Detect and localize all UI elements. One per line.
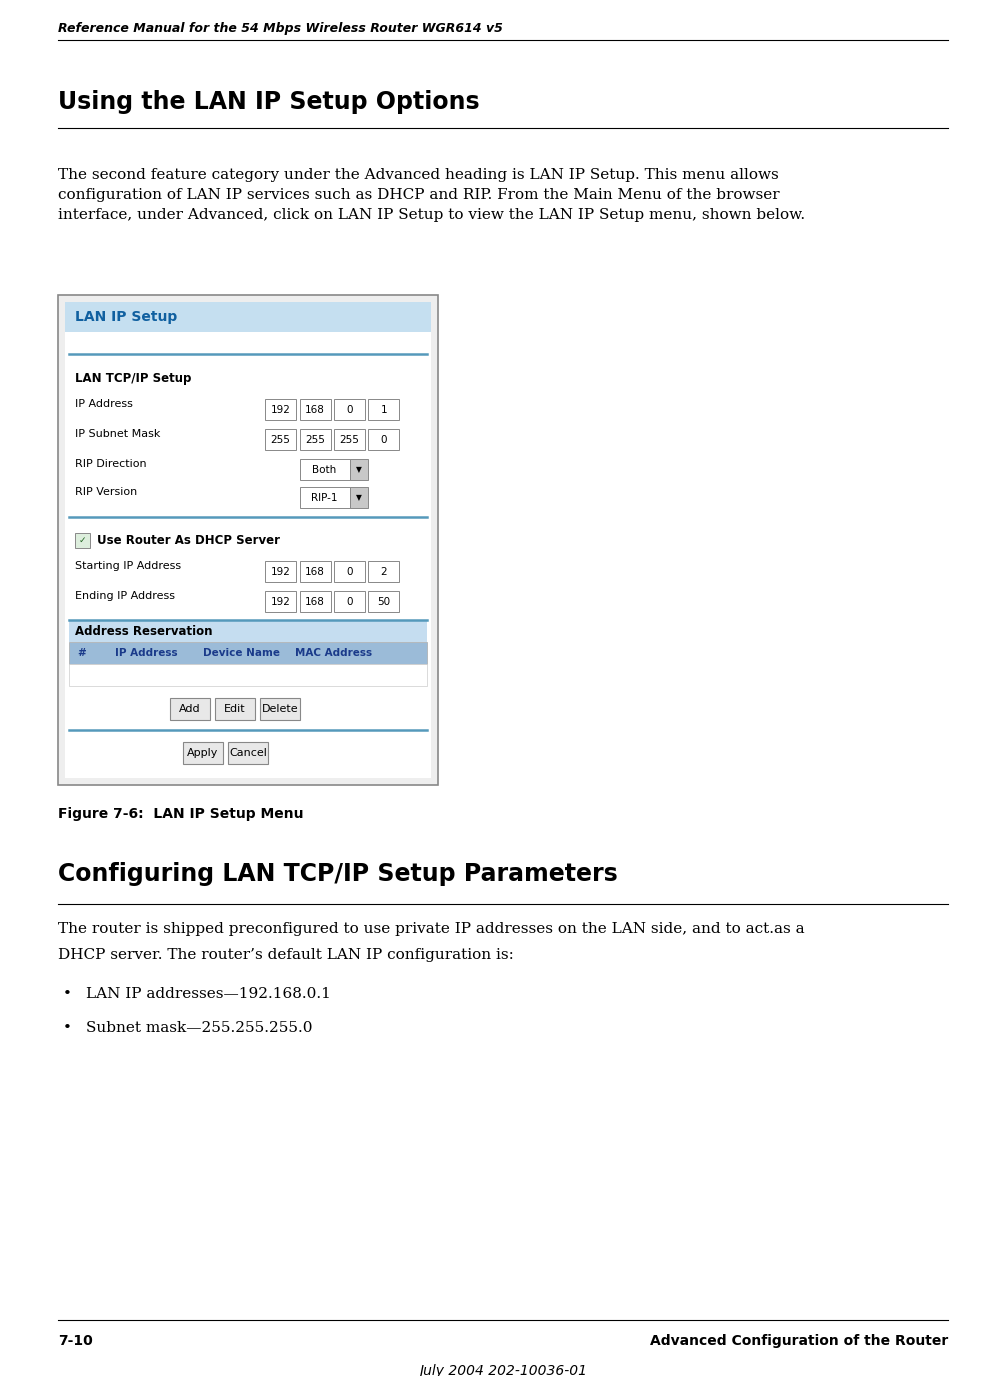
FancyBboxPatch shape	[350, 460, 367, 480]
Text: •: •	[63, 1021, 71, 1035]
Text: 192: 192	[270, 405, 290, 414]
FancyBboxPatch shape	[69, 643, 427, 665]
FancyBboxPatch shape	[170, 698, 210, 720]
FancyBboxPatch shape	[65, 301, 431, 777]
Text: 168: 168	[305, 405, 325, 414]
Text: RIP-1: RIP-1	[311, 493, 338, 502]
Text: Device Name: Device Name	[203, 648, 280, 658]
FancyBboxPatch shape	[69, 665, 427, 687]
Text: Add: Add	[179, 705, 201, 714]
FancyBboxPatch shape	[368, 399, 399, 420]
Text: 0: 0	[380, 435, 387, 444]
Text: #: #	[77, 648, 85, 658]
Text: LAN TCP/IP Setup: LAN TCP/IP Setup	[75, 372, 192, 385]
Text: ▼: ▼	[355, 465, 361, 473]
Text: ▼: ▼	[355, 493, 361, 502]
Text: Address Reservation: Address Reservation	[75, 625, 213, 637]
Text: DHCP server. The router’s default LAN IP configuration is:: DHCP server. The router’s default LAN IP…	[58, 948, 513, 962]
Text: Apply: Apply	[188, 749, 218, 758]
FancyBboxPatch shape	[334, 429, 365, 450]
FancyBboxPatch shape	[265, 399, 296, 420]
Text: The router is shipped preconfigured to use private IP addresses on the LAN side,: The router is shipped preconfigured to u…	[58, 922, 804, 936]
Text: 0: 0	[347, 597, 353, 607]
Text: 255: 255	[340, 435, 359, 444]
FancyBboxPatch shape	[75, 533, 90, 548]
Text: Advanced Configuration of the Router: Advanced Configuration of the Router	[649, 1333, 948, 1348]
Text: LAN IP addresses—192.168.0.1: LAN IP addresses—192.168.0.1	[86, 987, 331, 1000]
FancyBboxPatch shape	[334, 561, 365, 582]
FancyBboxPatch shape	[368, 561, 399, 582]
FancyBboxPatch shape	[368, 429, 399, 450]
Text: RIP Direction: RIP Direction	[75, 460, 147, 469]
Text: Using the LAN IP Setup Options: Using the LAN IP Setup Options	[58, 89, 480, 114]
Text: Starting IP Address: Starting IP Address	[75, 561, 181, 571]
Text: Both: Both	[313, 465, 337, 475]
Text: Use Router As DHCP Server: Use Router As DHCP Server	[97, 534, 280, 548]
Text: •: •	[63, 987, 71, 1000]
Text: Reference Manual for the 54 Mbps Wireless Router WGR614 v5: Reference Manual for the 54 Mbps Wireles…	[58, 22, 502, 34]
Text: Edit: Edit	[224, 705, 246, 714]
Text: 2: 2	[380, 567, 387, 577]
FancyBboxPatch shape	[368, 592, 399, 612]
Text: July 2004 202-10036-01: July 2004 202-10036-01	[419, 1364, 587, 1376]
Text: Ending IP Address: Ending IP Address	[75, 592, 175, 601]
Text: IP Address: IP Address	[75, 399, 133, 409]
FancyBboxPatch shape	[300, 487, 350, 508]
Text: The second feature category under the Advanced heading is LAN IP Setup. This men: The second feature category under the Ad…	[58, 168, 805, 222]
FancyBboxPatch shape	[334, 592, 365, 612]
FancyBboxPatch shape	[69, 621, 427, 643]
FancyBboxPatch shape	[300, 592, 331, 612]
FancyBboxPatch shape	[260, 698, 300, 720]
Text: IP Subnet Mask: IP Subnet Mask	[75, 429, 161, 439]
Text: 168: 168	[305, 567, 325, 577]
Text: 255: 255	[270, 435, 290, 444]
Text: Figure 7-6:  LAN IP Setup Menu: Figure 7-6: LAN IP Setup Menu	[58, 806, 304, 821]
Text: ✓: ✓	[78, 537, 86, 545]
Text: 0: 0	[347, 567, 353, 577]
Text: Delete: Delete	[262, 705, 298, 714]
FancyBboxPatch shape	[183, 742, 223, 764]
Text: 192: 192	[270, 597, 290, 607]
FancyBboxPatch shape	[300, 399, 331, 420]
Text: 192: 192	[270, 567, 290, 577]
FancyBboxPatch shape	[65, 301, 431, 332]
FancyBboxPatch shape	[265, 561, 296, 582]
FancyBboxPatch shape	[265, 429, 296, 450]
FancyBboxPatch shape	[265, 592, 296, 612]
Text: 7-10: 7-10	[58, 1333, 92, 1348]
FancyBboxPatch shape	[228, 742, 268, 764]
Text: 50: 50	[377, 597, 390, 607]
Text: Subnet mask—255.255.255.0: Subnet mask—255.255.255.0	[86, 1021, 313, 1035]
Text: 255: 255	[305, 435, 325, 444]
Text: RIP Version: RIP Version	[75, 487, 137, 497]
FancyBboxPatch shape	[350, 487, 367, 508]
Text: 168: 168	[305, 597, 325, 607]
FancyBboxPatch shape	[58, 294, 438, 784]
Text: IP Address: IP Address	[115, 648, 178, 658]
Text: Configuring LAN TCP/IP Setup Parameters: Configuring LAN TCP/IP Setup Parameters	[58, 861, 618, 886]
Text: 1: 1	[380, 405, 387, 414]
Text: LAN IP Setup: LAN IP Setup	[75, 310, 177, 323]
FancyBboxPatch shape	[300, 561, 331, 582]
Text: 0: 0	[347, 405, 353, 414]
FancyBboxPatch shape	[334, 399, 365, 420]
FancyBboxPatch shape	[215, 698, 255, 720]
FancyBboxPatch shape	[300, 429, 331, 450]
Text: MAC Address: MAC Address	[295, 648, 372, 658]
Text: Cancel: Cancel	[229, 749, 267, 758]
FancyBboxPatch shape	[300, 460, 350, 480]
